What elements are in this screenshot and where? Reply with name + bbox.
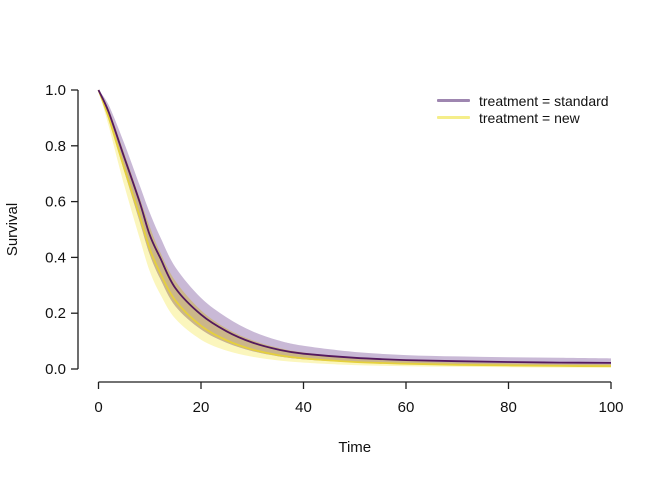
legend-line-new-swatch bbox=[437, 116, 470, 119]
y-tick-label: 0.2 bbox=[45, 305, 66, 322]
x-tick-label: 0 bbox=[94, 399, 102, 416]
y-tick-label: 0.4 bbox=[45, 249, 66, 266]
standard-survival-curve bbox=[97, 89, 612, 364]
legend-line-standard-swatch bbox=[437, 99, 470, 102]
legend-label-new: treatment = new bbox=[479, 109, 580, 126]
y-tick-label: 1.0 bbox=[45, 82, 66, 99]
y-axis-title: Survival bbox=[4, 203, 21, 256]
x-tick-label: 60 bbox=[398, 399, 415, 416]
x-tick-label: 80 bbox=[500, 399, 517, 416]
standard-ci-band bbox=[98, 90, 611, 366]
legend-item-new: treatment = new bbox=[437, 109, 609, 126]
chart-legend: treatment = standard treatment = new bbox=[437, 92, 609, 126]
x-tick-label: 100 bbox=[598, 399, 623, 416]
y-tick-label: 0.0 bbox=[45, 361, 66, 378]
new-survival-curve bbox=[97, 89, 612, 368]
y-tick-label: 0.6 bbox=[45, 194, 66, 211]
ci-overlap-region bbox=[98, 90, 611, 366]
x-tick-label: 20 bbox=[193, 399, 210, 416]
new-ci-band bbox=[98, 90, 611, 368]
x-axis-title: Time bbox=[338, 439, 371, 456]
x-tick-label: 40 bbox=[295, 399, 312, 416]
y-tick-label: 0.8 bbox=[45, 138, 66, 155]
legend-item-standard: treatment = standard bbox=[437, 92, 609, 109]
legend-label-standard: treatment = standard bbox=[479, 92, 609, 109]
